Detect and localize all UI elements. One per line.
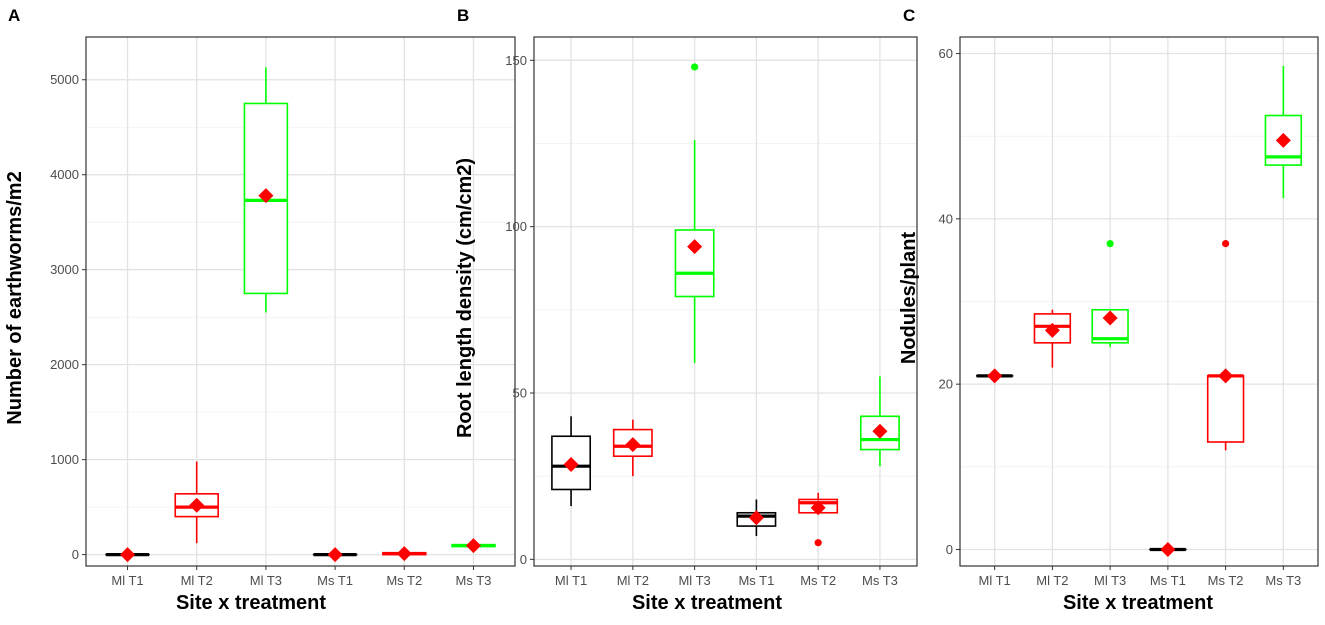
panel-c-box-ml-t3 <box>1091 240 1129 347</box>
panel-c-mean-marker <box>1044 322 1060 338</box>
panel-a-x-tick-label: Ml T1 <box>111 573 143 588</box>
panel-a-mean-marker <box>396 546 412 562</box>
panel-a-box-ml-t1 <box>105 547 150 563</box>
panel-b-box-ml-t3 <box>674 63 715 364</box>
panel-c-y-tick-label: 20 <box>939 377 953 392</box>
panel-b: B Root length density (cm/cm2) Site x tr… <box>454 6 918 614</box>
panel-a-box-ml-t2 <box>174 461 219 544</box>
panel-b-frame <box>533 36 918 567</box>
panel-c-outlier-point <box>1106 240 1114 248</box>
panel-c-x-tick-label: Ms T3 <box>1265 573 1301 588</box>
panel-b-mean-marker <box>563 457 579 473</box>
panel-a-box-ms-t2 <box>382 546 427 562</box>
panel-b-x-tick-label: Ms T1 <box>738 573 774 588</box>
panel-b-box-ml-t1 <box>551 416 592 507</box>
panel-b-x-tick-label: Ml T1 <box>555 573 587 588</box>
panel-b-x-tick-label: Ml T2 <box>617 573 649 588</box>
panel-c-x-tick-label: Ms T1 <box>1150 573 1186 588</box>
panel-a-x-tick-label: Ms T3 <box>456 573 492 588</box>
panel-c-x-tick-label: Ml T3 <box>1094 573 1126 588</box>
panel-b-box-ms-t3 <box>859 376 900 467</box>
panel-a-frame <box>85 36 516 567</box>
panel-c-mean-marker <box>987 368 1003 384</box>
panel-c-outlier-point <box>1222 240 1230 248</box>
panel-a-label: A <box>8 6 20 25</box>
panel-b-y-tick-label: 0 <box>520 552 527 567</box>
panel-c-y-tick-label: 40 <box>939 211 953 226</box>
panel-c-box-ml-t1 <box>975 368 1014 384</box>
panel-c-x-tick-label: Ml T2 <box>1036 573 1068 588</box>
panel-c-box-ms-t1 <box>1149 541 1187 557</box>
panel-c-x-tick-label: Ms T2 <box>1208 573 1244 588</box>
panel-a-x-tick-label: Ms T2 <box>386 573 422 588</box>
panel-b-outlier-point <box>691 63 699 71</box>
panel-b-box-ml-t2 <box>612 419 653 477</box>
panel-c-x-axis-title: Site x treatment <box>1063 592 1213 614</box>
panel-b-x-tick-label: Ms T3 <box>862 573 898 588</box>
panel-a-y-tick-label: 1000 <box>50 452 79 467</box>
panel-b-x-tick-label: Ml T3 <box>678 573 710 588</box>
panel-b-label: B <box>457 6 469 25</box>
panel-a-x-tick-label: Ms T1 <box>317 573 353 588</box>
panel-a-mean-marker <box>120 547 136 563</box>
panel-c-box-ms-t3 <box>1264 65 1303 199</box>
panel-b-y-axis-title: Root length density (cm/cm2) <box>454 158 476 438</box>
panel-c-label: C <box>903 6 915 25</box>
panel-b-y-tick-label: 150 <box>505 53 527 68</box>
panel-c-plot-area: 0 20 40 60 Ml T1 Ml T2 Ml T3 Ms T1 Ms T2 Ms T3 <box>939 36 1319 588</box>
panel-c: C Nodules/plant Site x treatment 0 20 40 60… <box>898 6 1319 614</box>
panel-c-y-axis-title: Nodules/plant <box>898 232 920 365</box>
panel-a-mean-marker <box>258 188 274 204</box>
panel-a-y-tick-label: 3000 <box>50 262 79 277</box>
panel-c-mean-marker <box>1102 310 1118 326</box>
panel-b-box-ms-t1 <box>736 499 777 537</box>
panel-c-iqr-box <box>1206 375 1245 443</box>
panel-b-outlier-point <box>814 539 822 547</box>
panel-a-mean-marker <box>465 538 481 554</box>
panel-b-mean-marker <box>748 510 764 526</box>
panel-c-y-tick-label: 60 <box>939 46 953 61</box>
panel-a-x-tick-label: Ml T3 <box>250 573 282 588</box>
panel-a-y-tick-label: 5000 <box>50 72 79 87</box>
panel-b-mean-marker <box>872 423 888 439</box>
panel-a-box-ms-t1 <box>312 547 358 563</box>
panel-b-x-axis-title: Site x treatment <box>632 592 782 614</box>
panel-a-box-ml-t3 <box>243 67 289 313</box>
panel-b-mean-marker <box>810 500 826 516</box>
panel-b-x-tick-label: Ms T2 <box>800 573 836 588</box>
panel-b-mean-marker <box>625 437 641 453</box>
panel-a-x-tick-label: Ml T2 <box>181 573 213 588</box>
panel-b-plot-area: 0 50 100 150 Ml T1 Ml T2 Ml T3 Ms T1 Ms T2 Ms T3 <box>505 36 918 588</box>
panel-a-y-axis-title: Number of earthworms/m2 <box>4 171 26 424</box>
panel-c-mean-marker <box>1160 541 1176 557</box>
panel-c-mean-marker <box>1218 368 1234 384</box>
panel-a-mean-marker <box>189 497 205 513</box>
panel-a-x-axis-title: Site x treatment <box>176 592 326 614</box>
panel-a: A Number of earthworms/m2 Site x treatme… <box>4 6 516 614</box>
panel-c-box-ms-t2 <box>1206 240 1245 451</box>
panel-c-mean-marker <box>1275 132 1291 148</box>
panel-a-y-tick-label: 2000 <box>50 357 79 372</box>
panel-a-plot-area: 0 1000 2000 3000 4000 5000 Ml T1 Ml T2 Ml T3 Ms T… <box>50 36 516 588</box>
panel-a-box-ms-t3 <box>451 538 496 554</box>
panel-b-box-ms-t2 <box>798 492 839 547</box>
panel-c-box-ml-t2 <box>1033 309 1072 368</box>
panel-b-y-tick-label: 100 <box>505 219 527 234</box>
panel-a-y-tick-label: 4000 <box>50 167 79 182</box>
panel-b-mean-marker <box>687 239 703 255</box>
panel-a-y-tick-label: 0 <box>72 547 79 562</box>
panel-c-x-tick-label: Ml T1 <box>979 573 1011 588</box>
panel-c-frame <box>959 36 1319 567</box>
panel-b-y-tick-label: 50 <box>513 385 527 400</box>
panel-c-y-tick-label: 0 <box>946 542 953 557</box>
panel-a-mean-marker <box>327 547 343 563</box>
